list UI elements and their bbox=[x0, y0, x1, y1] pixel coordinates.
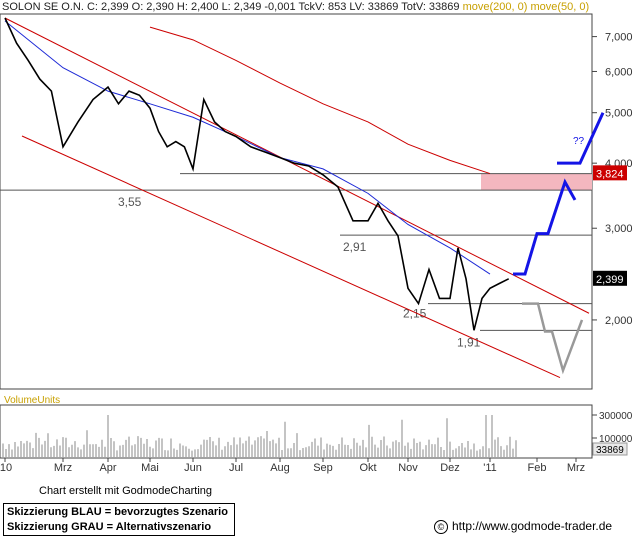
level-label: 1,91 bbox=[457, 335, 481, 349]
volume-tick-label: 100000 bbox=[599, 434, 633, 445]
total-volume: TotV: 33869 bbox=[401, 1, 460, 13]
blue-scenario-path bbox=[513, 178, 577, 276]
price-panel-frame bbox=[0, 13, 593, 390]
high-value: H: 2,400 bbox=[176, 1, 219, 13]
copyright-icon: © bbox=[434, 519, 448, 534]
x-tick-label: '11 bbox=[483, 462, 497, 474]
y-tick-label: 3,000 bbox=[605, 223, 633, 235]
volume-tick-label: 300000 bbox=[599, 411, 633, 422]
last-volume: LV: 33869 bbox=[349, 1, 399, 13]
gray-scenario-path bbox=[522, 302, 584, 375]
x-tick-label: Apr bbox=[99, 462, 116, 474]
x-tick-label: Nov bbox=[398, 462, 418, 474]
x-tick-label: Feb bbox=[528, 462, 547, 474]
open-value: O: 2,390 bbox=[131, 1, 174, 13]
price-tag-box bbox=[593, 270, 627, 286]
legend-blue: Skizzierung BLAU = bevorzugtes Szenario bbox=[7, 506, 228, 518]
y-tick-label: 6,000 bbox=[605, 66, 633, 78]
moving-average-line bbox=[149, 26, 491, 175]
price-tag-box bbox=[593, 165, 627, 181]
volume-label: VolumeUnits bbox=[4, 395, 61, 406]
y-tick-label: 2,000 bbox=[605, 315, 633, 327]
price-tag-label: 3,824 bbox=[596, 168, 624, 180]
x-tick-label: '10 bbox=[0, 462, 12, 474]
x-tick-label: Sep bbox=[313, 462, 333, 474]
y-tick-label: 7,000 bbox=[605, 32, 633, 44]
x-tick-label: Mai bbox=[141, 462, 159, 474]
channel-upper-line bbox=[4, 17, 590, 314]
y-tick-label: 5,000 bbox=[605, 108, 633, 120]
volume-last-label: 33869 bbox=[596, 445, 624, 456]
channel-lower-line bbox=[21, 135, 561, 379]
ma50-label: move(50, 0) bbox=[530, 1, 590, 13]
x-tick-label: Mrz bbox=[567, 462, 585, 474]
low-value: L: 2,349 bbox=[221, 1, 262, 13]
symbol-name: SOLON SE O.N. bbox=[2, 1, 84, 13]
change-value: -0,001 bbox=[264, 1, 296, 13]
volume-panel-frame bbox=[0, 404, 593, 459]
resistance-zone bbox=[481, 173, 592, 191]
volume-last-box bbox=[592, 442, 628, 456]
credit-text: Chart erstellt mit GodmodeCharting bbox=[39, 485, 213, 497]
question-marks: ?? bbox=[573, 136, 585, 147]
x-tick-label: Aug bbox=[270, 462, 290, 474]
moving-average-line bbox=[4, 20, 491, 275]
site-url-text[interactable]: http://www.godmode-trader.de bbox=[452, 519, 613, 533]
tick-volume: TckV: 853 bbox=[298, 1, 347, 13]
close-value: C: 2,399 bbox=[86, 1, 129, 13]
price-tag-label: 2,399 bbox=[596, 274, 624, 286]
x-tick-label: Dez bbox=[440, 462, 460, 474]
blue-scenario-path-upper bbox=[557, 112, 605, 165]
chart-info-line: SOLON SE O.N. C: 2,399 O: 2,390 H: 2,400… bbox=[2, 1, 589, 13]
x-tick-label: Jul bbox=[229, 462, 243, 474]
ma200-label: move(200, 0) bbox=[462, 1, 528, 13]
level-label: 3,55 bbox=[118, 195, 142, 209]
x-tick-label: Mrz bbox=[54, 462, 72, 474]
price-line bbox=[4, 17, 510, 331]
legend-gray: Skizzierung GRAU = Alternativszenario bbox=[7, 521, 212, 533]
x-tick-label: Jun bbox=[184, 462, 202, 474]
site-url[interactable]: © http://www.godmode-trader.de bbox=[434, 519, 612, 534]
level-label: 2,91 bbox=[343, 240, 367, 254]
legend-box: Skizzierung BLAU = bevorzugtes Szenario … bbox=[3, 503, 235, 536]
x-tick-label: Okt bbox=[359, 462, 376, 474]
